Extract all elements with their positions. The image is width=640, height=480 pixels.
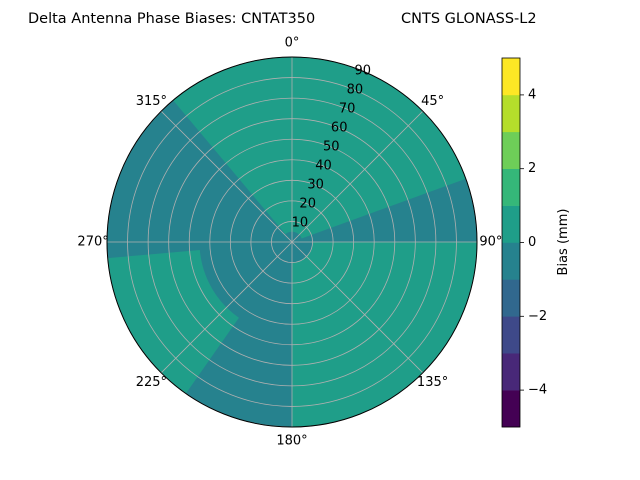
colorbar-tick-label-3: 2	[528, 161, 536, 176]
radial-tick-label-80: 80	[347, 83, 364, 98]
radial-tick-label-40: 40	[315, 159, 332, 174]
angle-label-225: 225°	[136, 375, 167, 390]
angle-label-90: 90°	[479, 235, 502, 250]
radial-tick-label-70: 70	[339, 102, 356, 117]
chart-title-left: Delta Antenna Phase Biases: CNTAT350	[28, 11, 315, 27]
angle-labels: 0° 45° 90° 135° 180° 225° 270° 315°	[77, 36, 502, 449]
colorbar-band-9	[502, 58, 520, 96]
angle-label-180: 180°	[276, 433, 307, 448]
radial-tick-label-90: 90	[355, 64, 372, 79]
polar-frame	[106, 56, 478, 428]
colorbar-tick-label-1: −2	[528, 309, 547, 324]
colorbar-band-6	[502, 168, 520, 206]
colorbar-tick-label-2: 0	[528, 235, 536, 250]
radial-tick-label-30: 30	[307, 178, 324, 193]
colorbar-label: Bias (mm)	[556, 209, 571, 276]
colorbar-tick-label-0: −4	[528, 383, 547, 398]
colorbar: −4 −2 0 2 4 Bias (mm)	[501, 57, 571, 428]
polar-grid	[106, 56, 478, 428]
radial-tick-label-50: 50	[323, 140, 340, 155]
radial-tick-labels: 10 20 30 40 50 60 70 80 90	[292, 64, 371, 231]
colorbar-band-3	[502, 279, 520, 317]
angle-label-45: 45°	[421, 94, 444, 109]
colorbar-band-5	[502, 205, 520, 243]
colorbar-band-7	[502, 131, 520, 169]
grid-spoke-315	[160, 110, 293, 243]
chart-title-right: CNTS GLONASS-L2	[401, 11, 537, 27]
grid-spoke-45	[291, 110, 424, 243]
angle-label-315: 315°	[136, 94, 167, 109]
angle-label-135: 135°	[417, 375, 448, 390]
colorbar-band-8	[502, 94, 520, 133]
colorbar-band-0	[502, 390, 520, 428]
colorbar-tick-label-4: 4	[528, 87, 536, 102]
grid-spoke-135	[291, 241, 424, 374]
radial-tick-label-10: 10	[292, 216, 309, 231]
polar-plot: 0° 45° 90° 135° 180° 225° 270° 315° 10 20 30 40 50 6…	[77, 36, 502, 449]
colorbar-band-1	[502, 353, 520, 391]
grid-spoke-225	[160, 241, 293, 374]
angle-label-0: 0°	[285, 36, 300, 51]
radial-tick-label-20: 20	[299, 197, 316, 212]
contour-region-1	[173, 57, 466, 239]
angle-label-270: 270°	[77, 235, 108, 250]
radial-tick-label-60: 60	[331, 121, 348, 136]
colorbar-band-4	[502, 242, 520, 280]
colorbar-band-2	[502, 316, 520, 354]
